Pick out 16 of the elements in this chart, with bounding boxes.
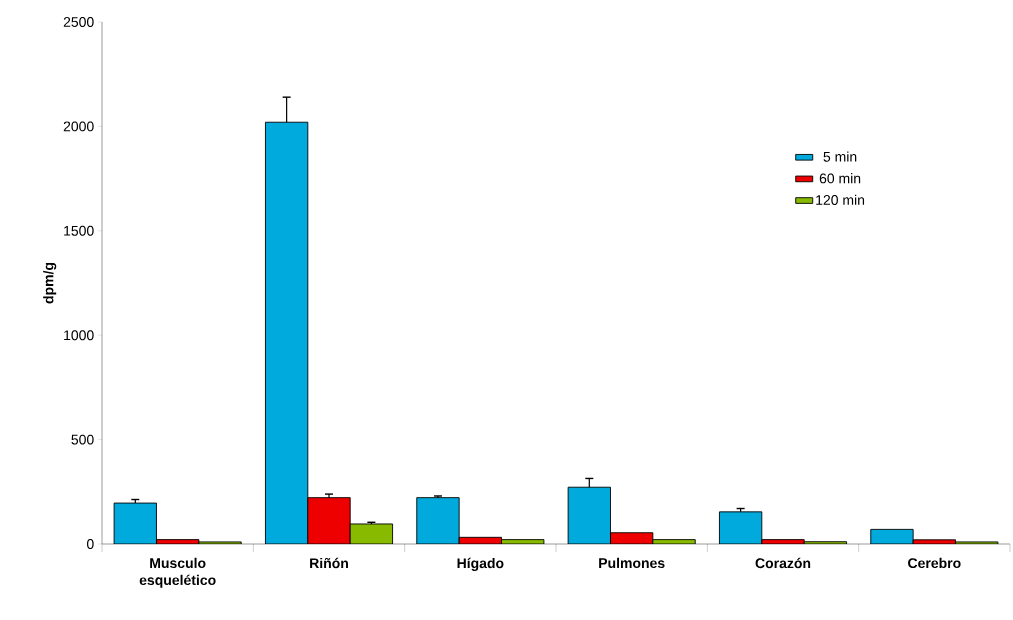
- y-tick-label: 500: [71, 434, 94, 445]
- x-tick-label: Pulmones: [599, 557, 665, 569]
- y-tick-label: 2500: [63, 17, 94, 27]
- y-tick-label: 2000: [63, 121, 94, 132]
- y-tick-label: 1000: [64, 330, 94, 341]
- x-tick-label: Musculo esquelético: [139, 557, 216, 588]
- legend-label: 60 min: [819, 173, 861, 184]
- legend-label: 5 min: [823, 151, 857, 162]
- y-tick-label: 0: [86, 539, 94, 549]
- x-tick-label: Cerebro: [908, 557, 961, 569]
- x-tick-label: Riñón: [310, 557, 348, 569]
- x-tick-label: Corazón: [755, 557, 811, 569]
- y-axis-title: dpm/g: [43, 262, 57, 304]
- legend-label: 120 min: [816, 194, 865, 205]
- x-tick-label: Hígado: [457, 557, 504, 572]
- y-tick-label: 1500: [64, 225, 94, 236]
